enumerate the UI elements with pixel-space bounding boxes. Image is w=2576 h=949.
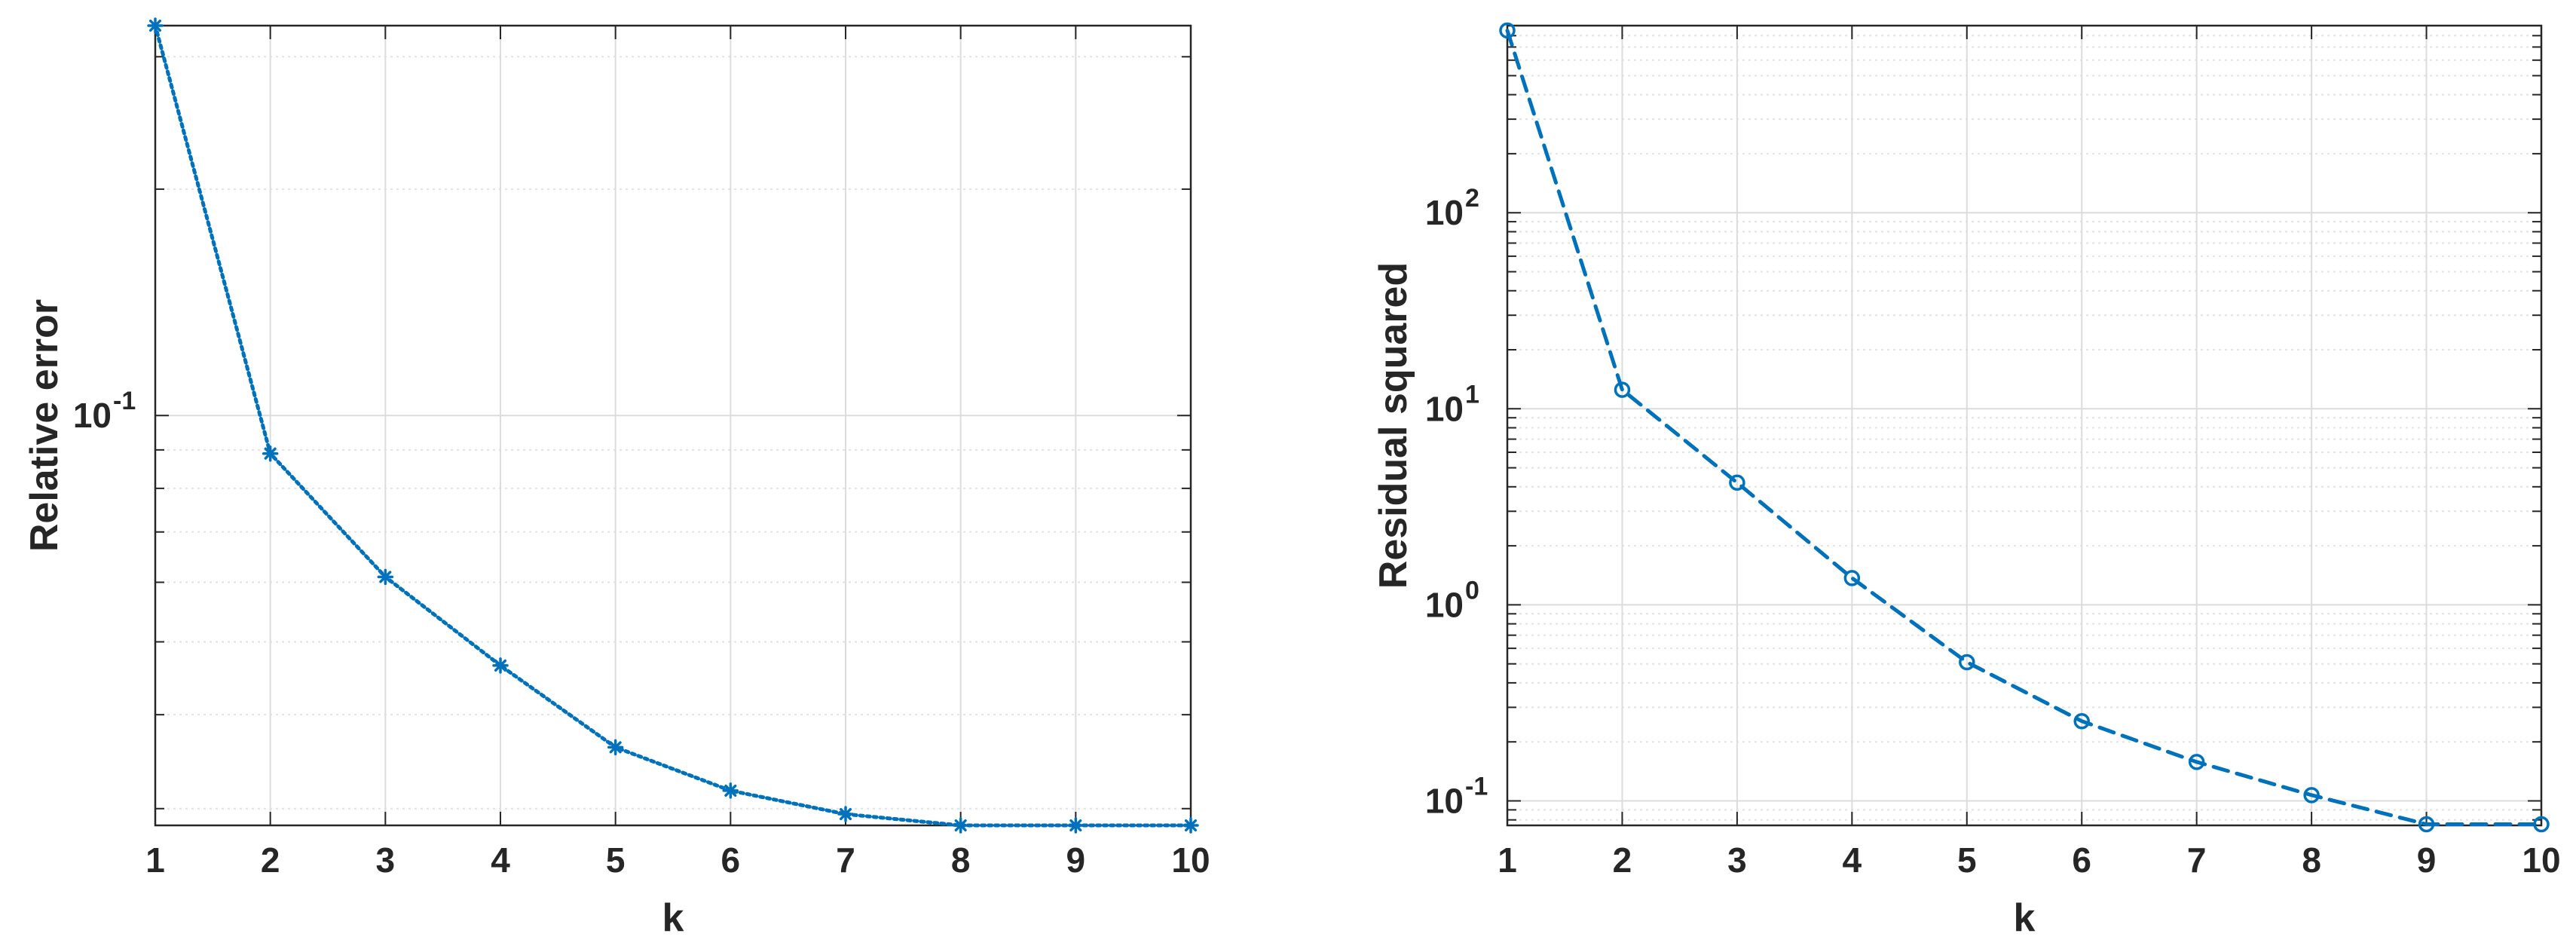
y-tick-base: 10 [1425,193,1464,232]
y-tick-exponent: -1 [113,387,136,415]
x-tick-label: 7 [2187,840,2207,880]
data-point [262,445,279,462]
x-tick-label: 8 [951,840,971,880]
y-tick-label: 10 0 [1425,576,1479,624]
data-point [1959,654,1975,671]
data-point [952,817,969,834]
y-tick-label: 10 2 [1425,184,1479,232]
y-tick-exponent: 1 [1465,380,1479,409]
series-0 [147,17,1199,834]
series-line [153,23,1193,828]
x-tick-label: 3 [1727,840,1747,880]
y-axis-label: Residual squared [1372,262,1415,589]
data-point [1614,381,1631,398]
y-tick-base: 10 [73,396,112,435]
data-point [492,657,509,674]
series-0 [1499,22,2550,833]
axes-box [1506,24,2543,827]
data-point [2533,816,2550,833]
x-tick-label: 2 [1613,840,1632,880]
x-tick-label: 9 [1066,840,1086,880]
x-axis-label: k [2014,896,2036,940]
y-tick-base: 10 [1425,782,1464,821]
x-tick-label: 1 [1498,840,1517,880]
x-axis-label: k [662,896,684,940]
minor-grid [155,56,1191,810]
x-tick-label: 4 [491,840,510,880]
x-tick-label: 3 [376,840,396,880]
x-tick-label: 5 [1957,840,1977,880]
axes-box [154,24,1192,827]
data-point [2073,713,2090,730]
data-point [1499,22,1516,39]
data-point [2188,754,2205,770]
x-tick-label: 5 [606,840,626,880]
data-point [1182,817,1199,834]
major-grid [1507,26,2542,825]
data-point [607,739,624,756]
x-tick-label: 10 [1171,840,1210,880]
data-point [1843,570,1861,586]
series-line [1505,28,2544,827]
y-tick-base: 10 [1425,389,1464,428]
y-axis-label: Relative error [23,299,66,552]
y-tick-exponent: 2 [1465,184,1479,213]
x-tick-label: 7 [836,840,855,880]
data-point [2303,787,2320,804]
y-tick-label: 10 1 [1425,380,1479,428]
data-point [147,17,164,34]
data-point [2418,816,2435,833]
minor-grid [1507,35,2541,821]
y-tick-label: 10 -1 [1425,773,1488,821]
x-tick-label: 4 [1843,840,1862,880]
x-tick-label: 9 [2417,840,2437,880]
y-tick-exponent: -1 [1465,773,1488,801]
data-point [837,806,854,822]
plot-area [155,26,1191,825]
data-point [1729,474,1745,491]
y-tick-exponent: 0 [1465,576,1479,605]
x-tick-label: 8 [2302,840,2321,880]
data-point [377,568,394,586]
x-tick-label: 1 [145,840,165,880]
data-point [722,782,739,799]
data-point [1067,817,1085,834]
x-tick-label: 6 [2072,840,2091,880]
y-tick-base: 10 [1425,585,1464,624]
y-tick-label: 10 -1 [73,387,136,435]
x-tick-label: 6 [721,840,741,880]
x-tick-label: 2 [261,840,280,880]
x-tick-label: 10 [2522,840,2560,880]
plot-area [1507,26,2541,825]
